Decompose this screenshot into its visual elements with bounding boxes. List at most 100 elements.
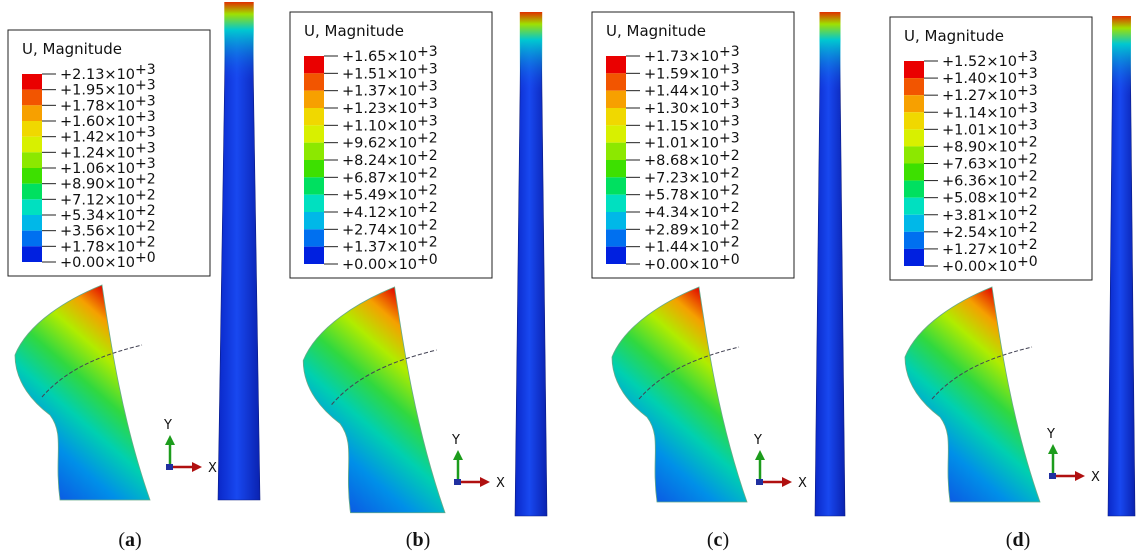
label-exponent: +2 (719, 200, 740, 216)
label-base: +7.23×10 (644, 170, 719, 186)
label-base: +4.12×10 (342, 205, 417, 221)
label-base: +5.08×10 (942, 191, 1017, 207)
label-exponent: +3 (719, 79, 740, 95)
label-exponent: +3 (719, 44, 740, 60)
label-exponent: +2 (1017, 237, 1038, 253)
axis-x-label: X (798, 476, 807, 491)
label-base: +2.54×10 (942, 225, 1017, 241)
color-band (606, 246, 626, 264)
y-arrow-head (1048, 444, 1058, 454)
color-band (304, 108, 324, 126)
color-band (304, 90, 324, 108)
label-base: +2.89×10 (644, 222, 719, 238)
tower-top (224, 2, 254, 82)
x-arrow-head (1075, 471, 1085, 481)
caption-open: ( (406, 529, 413, 551)
color-band (22, 152, 42, 168)
label-exponent: +3 (719, 131, 740, 147)
color-band (606, 212, 626, 230)
label-exponent: +3 (1017, 83, 1038, 99)
color-band (22, 74, 42, 90)
label-base: +1.44×10 (644, 240, 719, 256)
color-band (304, 194, 324, 212)
label-exponent: +3 (135, 140, 156, 156)
color-band (22, 230, 42, 247)
legend-title: U, Magnitude (606, 22, 706, 40)
zoom-tip (904, 286, 1041, 503)
color-band (304, 229, 324, 247)
label-exponent: +3 (417, 79, 438, 95)
label-base: +1.30×10 (644, 101, 719, 117)
caption-letter: d (1012, 529, 1023, 551)
zoom-tip (14, 284, 151, 501)
legend-label: +1.60×10+3 (60, 109, 156, 130)
color-band (304, 177, 324, 195)
legend-label: +1.78×10+3 (60, 93, 156, 114)
y-arrow-head (165, 435, 175, 445)
caption: (c) (707, 529, 729, 551)
color-band (22, 215, 42, 231)
label-base: +1.15×10 (644, 118, 719, 134)
label-exponent: +2 (135, 219, 156, 235)
legend-label: +1.73×10+3 (644, 44, 740, 65)
color-band (606, 142, 626, 160)
label-exponent: +0 (417, 252, 438, 268)
label-exponent: +2 (719, 165, 740, 181)
legend-label: +7.23×10+2 (644, 165, 740, 186)
legend-label: +3.56×10+2 (60, 219, 156, 240)
label-exponent: +3 (135, 62, 156, 78)
color-band (904, 78, 924, 96)
legend-label: +1.59×10+3 (644, 61, 740, 82)
color-band (304, 142, 324, 160)
legend-label: +0.00×10+0 (60, 250, 156, 271)
label-exponent: +2 (135, 203, 156, 219)
label-exponent: +2 (417, 235, 438, 251)
label-base: +7.63×10 (942, 157, 1017, 173)
label-exponent: +3 (417, 61, 438, 77)
color-band (606, 229, 626, 247)
label-base: +1.60×10 (60, 114, 135, 130)
axis-x-label: X (208, 461, 217, 476)
label-base: +5.34×10 (60, 208, 135, 224)
legend-label: +8.24×10+2 (342, 148, 438, 169)
label-exponent: +2 (417, 183, 438, 199)
legend-label: +5.78×10+2 (644, 183, 740, 204)
label-base: +0.00×10 (342, 257, 417, 273)
label-base: +8.68×10 (644, 153, 719, 169)
legend-label: +1.15×10+3 (644, 113, 740, 134)
color-band (304, 212, 324, 230)
tip-seam (931, 346, 1033, 400)
label-exponent: +2 (1017, 220, 1038, 236)
color-band (22, 168, 42, 184)
legend-label: +2.13×10+3 (60, 62, 156, 83)
panel: U, Magnitude+1.65×10+3+1.51×10+3+1.37×10… (289, 11, 548, 551)
legend-label: +1.01×10+3 (644, 131, 740, 152)
tower (217, 11, 261, 501)
color-band (606, 160, 626, 178)
legend-label: +5.49×10+2 (342, 183, 438, 204)
label-base: +5.49×10 (342, 188, 417, 204)
legend-label: +1.44×10+3 (644, 79, 740, 100)
panel: U, Magnitude+1.73×10+3+1.59×10+3+1.44×10… (591, 11, 846, 551)
label-base: +5.78×10 (644, 188, 719, 204)
color-band (606, 125, 626, 143)
label-base: +1.06×10 (60, 161, 135, 177)
legend-label: +1.01×10+3 (942, 117, 1038, 138)
legend-label: +2.74×10+2 (342, 217, 438, 238)
caption-close: ) (135, 529, 142, 551)
label-base: +1.37×10 (342, 84, 417, 100)
label-base: +0.00×10 (644, 257, 719, 273)
triad-origin (1049, 473, 1056, 479)
color-band (904, 214, 924, 232)
legend-label: +1.30×10+3 (644, 96, 740, 117)
label-base: +1.52×10 (942, 54, 1017, 70)
legend-label: +1.14×10+3 (942, 100, 1038, 121)
label-base: +1.73×10 (644, 49, 719, 65)
axis-y-label: Y (451, 433, 460, 448)
tower-top (519, 12, 543, 92)
label-exponent: +2 (417, 200, 438, 216)
color-band (22, 183, 42, 200)
tip-shape (904, 286, 1041, 503)
legend-label: +2.54×10+2 (942, 220, 1038, 241)
